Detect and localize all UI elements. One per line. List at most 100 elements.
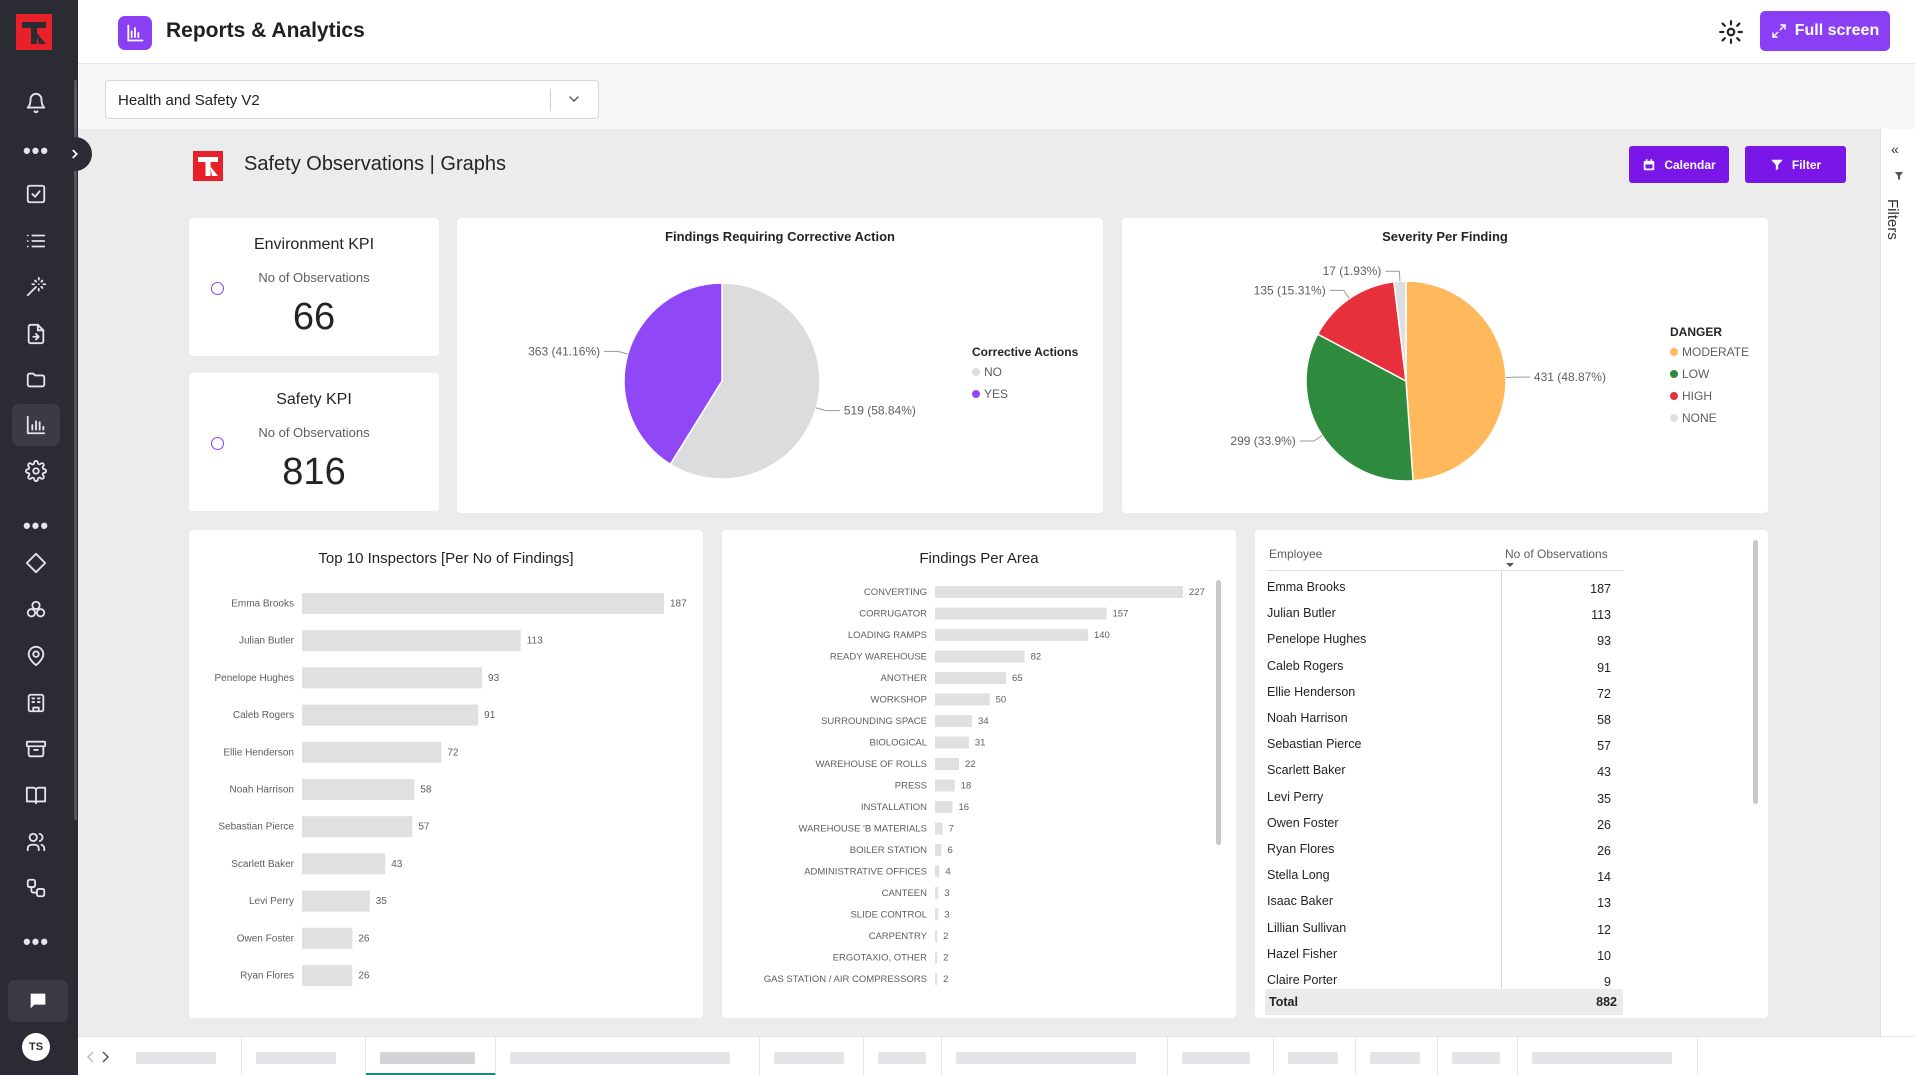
page-tab[interactable]: [1168, 1037, 1274, 1075]
page-tab[interactable]: [1274, 1037, 1356, 1075]
table-column-header[interactable]: No of Observations: [1505, 547, 1608, 561]
page-tab[interactable]: [242, 1037, 366, 1075]
sort-desc-icon[interactable]: [1505, 562, 1515, 568]
bar[interactable]: [935, 672, 1007, 684]
legend-swatch[interactable]: [1670, 370, 1678, 378]
magic-wand-icon[interactable]: [22, 273, 50, 301]
bar[interactable]: [302, 853, 386, 875]
table-row[interactable]: Scarlett Baker 43: [1265, 757, 1617, 783]
report-select[interactable]: Health and Safety V2: [105, 80, 599, 119]
sidebar-scrollbar[interactable]: [74, 80, 77, 820]
pie-slice-high[interactable]: [1316, 280, 1407, 383]
bar[interactable]: [302, 667, 483, 689]
table-row[interactable]: Hazel Fisher 10: [1265, 941, 1617, 967]
chevron-down-icon[interactable]: [566, 91, 582, 107]
bar[interactable]: [302, 965, 353, 986]
building-icon[interactable]: [22, 689, 50, 717]
workflow-icon[interactable]: [22, 874, 50, 902]
bar[interactable]: [935, 801, 953, 813]
legend-label[interactable]: NO: [984, 365, 1002, 379]
page-tab[interactable]: [942, 1037, 1168, 1075]
bar[interactable]: [302, 741, 442, 763]
book-icon[interactable]: [22, 781, 50, 809]
bar[interactable]: [302, 630, 521, 652]
table-row[interactable]: Penelope Hughes 93: [1265, 626, 1617, 652]
gear-icon[interactable]: [1718, 19, 1744, 45]
tab-scroll-arrows-icon[interactable]: [83, 1049, 113, 1065]
legend-label[interactable]: HIGH: [1682, 389, 1712, 403]
page-tab[interactable]: [864, 1037, 942, 1075]
table-scrollbar[interactable]: [1753, 540, 1758, 804]
bar[interactable]: [302, 779, 415, 800]
table-row[interactable]: Julian Butler 113: [1265, 600, 1617, 626]
bar[interactable]: [935, 822, 943, 835]
top-inspectors-chart[interactable]: Top 10 Inspectors [Per No of Findings] E…: [189, 530, 703, 1018]
legend-swatch[interactable]: [1670, 348, 1678, 356]
bar[interactable]: [935, 715, 973, 727]
collapse-left-icon[interactable]: «: [1891, 141, 1899, 157]
list-icon[interactable]: [22, 227, 50, 255]
bar[interactable]: [935, 779, 955, 792]
bar[interactable]: [935, 844, 942, 856]
table-row[interactable]: Caleb Rogers 91: [1265, 653, 1617, 679]
page-tab-active[interactable]: [366, 1037, 496, 1075]
table-column-header[interactable]: Employee: [1269, 547, 1323, 561]
bar[interactable]: [935, 908, 939, 921]
kpi-radio-icon[interactable]: [211, 282, 224, 295]
pie-slice-yes[interactable]: [623, 282, 723, 466]
table-row[interactable]: Ryan Flores 26: [1265, 836, 1617, 862]
bar[interactable]: [302, 816, 413, 838]
users-icon[interactable]: [22, 828, 50, 856]
kpi-radio-icon[interactable]: [211, 437, 224, 450]
bar[interactable]: [935, 586, 1183, 598]
legend-swatch[interactable]: [972, 390, 980, 398]
bar[interactable]: [935, 930, 938, 942]
table-row[interactable]: Stella Long 14: [1265, 862, 1617, 888]
legend-label[interactable]: YES: [984, 387, 1008, 401]
page-tab[interactable]: [1438, 1037, 1518, 1075]
bar-chart-icon[interactable]: [22, 411, 50, 439]
checkbox-icon[interactable]: [22, 180, 50, 208]
more-dots-icon[interactable]: •••: [22, 138, 50, 163]
table-row[interactable]: Lillian Sullivan 12: [1265, 915, 1617, 941]
sidebar-expand-button[interactable]: [58, 137, 92, 171]
page-tab[interactable]: [1518, 1037, 1698, 1075]
legend-label[interactable]: MODERATE: [1682, 345, 1749, 359]
page-tab[interactable]: [1356, 1037, 1438, 1075]
table-row[interactable]: Owen Foster 26: [1265, 810, 1617, 836]
bar[interactable]: [302, 593, 664, 614]
archive-icon[interactable]: [22, 735, 50, 763]
cubes-icon[interactable]: [22, 596, 50, 624]
bar[interactable]: [935, 887, 939, 899]
table-row[interactable]: Levi Perry 35: [1265, 784, 1617, 810]
bar[interactable]: [935, 629, 1088, 641]
table-row[interactable]: Claire Porter 9: [1265, 967, 1617, 993]
severity-chart[interactable]: Severity Per Finding 431 (48.87%) 299 (33…: [1122, 218, 1768, 513]
bar[interactable]: [935, 951, 938, 964]
findings-per-area-chart[interactable]: Findings Per Area CONVERTING 227 CORRUGATO…: [722, 530, 1236, 1018]
calendar-button[interactable]: Calendar: [1629, 146, 1729, 183]
bar[interactable]: [935, 650, 1025, 663]
table-row[interactable]: Sebastian Pierce 57: [1265, 731, 1617, 757]
table-row[interactable]: Isaac Baker 13: [1265, 888, 1617, 914]
more-dots-icon[interactable]: •••: [22, 513, 50, 538]
legend-swatch[interactable]: [972, 368, 980, 376]
legend-swatch[interactable]: [1670, 414, 1678, 422]
settings-icon[interactable]: [22, 457, 50, 485]
bar[interactable]: [935, 693, 990, 706]
fullscreen-button[interactable]: Full screen: [1760, 11, 1890, 51]
bar[interactable]: [302, 890, 370, 912]
page-tab[interactable]: [760, 1037, 864, 1075]
folder-icon[interactable]: [22, 366, 50, 394]
table-row[interactable]: Emma Brooks 187: [1265, 574, 1617, 600]
filters-pane[interactable]: « Filters: [1880, 129, 1915, 1036]
chart-scrollbar[interactable]: [1216, 580, 1221, 845]
bar[interactable]: [935, 758, 960, 770]
filter-button[interactable]: Filter: [1745, 146, 1846, 183]
bar[interactable]: [302, 704, 479, 726]
bar[interactable]: [935, 736, 969, 749]
bar[interactable]: [935, 607, 1107, 620]
more-dots-icon[interactable]: •••: [22, 929, 50, 954]
table-row[interactable]: Ellie Henderson 72: [1265, 679, 1617, 705]
page-tab[interactable]: [496, 1037, 760, 1075]
